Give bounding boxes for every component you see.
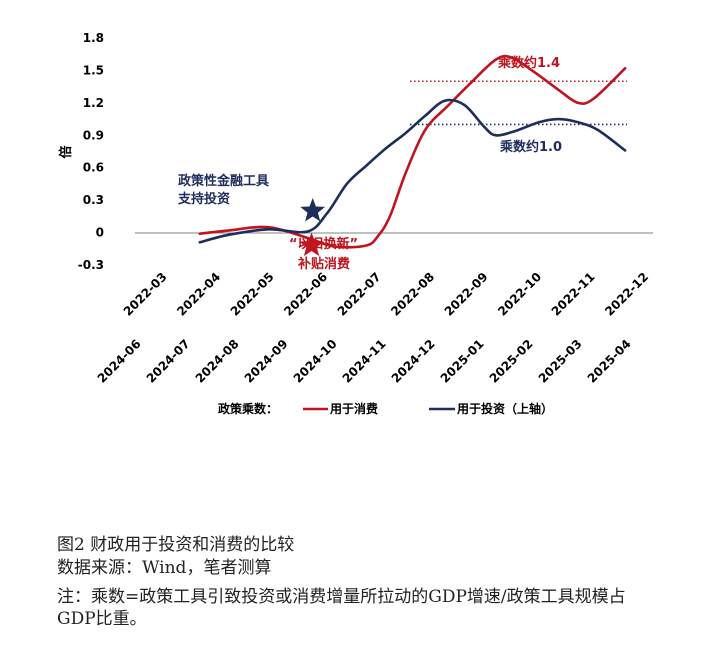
figure-caption-source: 数据来源：Wind，笔者测算 — [57, 558, 272, 578]
x-tick-label-top: 2025-01 — [438, 337, 487, 386]
series-line-investment — [198, 98, 627, 244]
x-tick-label-top: 2024-09 — [242, 337, 291, 386]
figure-caption-note: 注：乘数=政策工具引致投资或消费增量所拉动的GDP增速/政策工具规模占GDP比重… — [57, 587, 626, 629]
y-tick-label: 0 — [96, 226, 104, 240]
x-tick-label-top: 2025-02 — [487, 337, 536, 386]
reference-label-consumption: 乘数约1.4 — [497, 55, 560, 71]
x-tick-label-top: 2024-10 — [291, 337, 340, 386]
x-tick-label-bottom: 2022-10 — [495, 270, 544, 319]
annotation-investment-line2: 支持投资 — [177, 191, 230, 207]
x-tick-label-bottom: 2022-04 — [174, 270, 223, 319]
y-tick-label: 1.8 — [83, 31, 104, 45]
x-tick-label-top: 2024-08 — [193, 337, 242, 386]
x-tick-label-bottom: 2022-05 — [228, 270, 277, 319]
y-tick-label: 1.5 — [83, 63, 104, 77]
legend-label-consumption: 用于消费 — [329, 401, 378, 416]
legend-label-investment: 用于投资（上轴） — [456, 401, 553, 416]
y-axis: 1.8 1.5 1.2 0.9 0.6 0.3 0 -0.3 — [78, 31, 104, 272]
y-tick-label: 0.6 — [83, 161, 104, 175]
legend: 政策乘数： 用于消费 用于投资（上轴） — [218, 401, 553, 416]
annotation-investment-line1: 政策性金融工具 — [178, 173, 269, 189]
y-tick-label: -0.3 — [78, 258, 104, 272]
x-tick-label-bottom: 2022-03 — [121, 270, 170, 319]
x-tick-label-bottom: 2022-06 — [281, 270, 330, 319]
star-marker-consumption — [299, 232, 324, 257]
x-axis-bottom: 2022-03 2022-04 2022-05 2022-06 2022-07 2022-… — [121, 270, 651, 319]
x-axis-top: 2024-06 2024-07 2024-08 2024-09 2024-10 2024-… — [95, 337, 634, 386]
y-axis-label: 倍 — [58, 145, 74, 158]
annotation-markers — [299, 198, 326, 257]
series-line-consumption — [198, 54, 627, 249]
x-tick-label-top: 2024-06 — [95, 337, 144, 386]
chart: 1.8 1.5 1.2 0.9 0.6 0.3 0 -0.3 倍 2022-03 2022-04… — [58, 31, 653, 416]
annotation-consumption-line1: “以旧换新” — [289, 236, 358, 252]
legend-title: 政策乘数： — [218, 401, 278, 416]
x-tick-label-top: 2024-11 — [340, 337, 389, 386]
x-tick-label-bottom: 2022-09 — [442, 270, 491, 319]
x-tick-label-bottom: 2022-08 — [388, 270, 437, 319]
x-tick-label-top: 2024-12 — [389, 337, 438, 386]
y-tick-label: 0.3 — [83, 193, 104, 207]
x-tick-label-bottom: 2022-11 — [549, 270, 598, 319]
series-lines — [198, 54, 627, 249]
reference-label-investment: 乘数约1.0 — [499, 139, 562, 155]
x-tick-label-bottom: 2022-12 — [602, 270, 651, 319]
x-tick-label-bottom: 2022-07 — [335, 270, 384, 319]
x-tick-label-top: 2024-07 — [144, 337, 193, 386]
x-tick-label-top: 2025-03 — [536, 337, 585, 386]
y-tick-label: 1.2 — [83, 96, 104, 110]
y-tick-label: 0.9 — [83, 128, 104, 142]
figure-caption-title: 图2 财政用于投资和消费的比较 — [57, 535, 295, 555]
star-marker-investment — [300, 198, 326, 222]
x-tick-label-top: 2025-04 — [585, 337, 634, 386]
reference-lines — [410, 80, 627, 126]
annotation-consumption-line2: 补贴消费 — [297, 256, 350, 272]
